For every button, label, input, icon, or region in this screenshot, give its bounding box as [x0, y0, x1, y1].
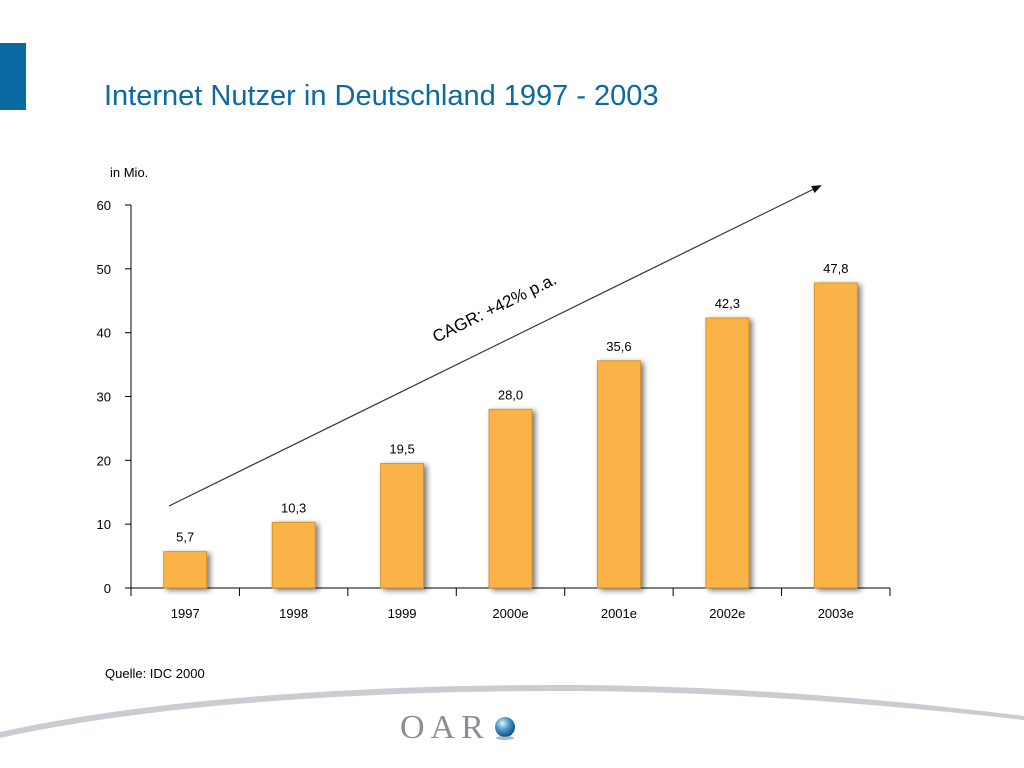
x-tick-label: 1998	[279, 606, 308, 621]
bar-value-label: 47,8	[823, 261, 848, 276]
bar-1999	[380, 463, 424, 589]
bars	[163, 282, 858, 589]
bar-2003e	[813, 282, 858, 589]
x-tick-label: 2001e	[601, 606, 637, 621]
y-tick-label: 0	[104, 581, 111, 596]
x-tick-label: 2000e	[492, 606, 528, 621]
y-axis: 0 10 20 30 40 50 60	[97, 198, 132, 596]
y-axis-unit-label: in Mio.	[110, 165, 148, 180]
x-tick-label: 1999	[388, 606, 417, 621]
bar-1997	[163, 551, 208, 589]
x-tick-label: 2002e	[709, 606, 745, 621]
y-tick-label: 50	[97, 262, 111, 277]
bar-value-label: 19,5	[389, 442, 414, 457]
footer-swoosh	[0, 685, 1024, 738]
globe-icon	[494, 717, 515, 740]
x-tick-label: 1997	[171, 606, 200, 621]
y-tick-label: 40	[97, 326, 111, 341]
y-tick-label: 10	[97, 517, 111, 532]
bar-value-label: 42,3	[715, 296, 740, 311]
cagr-annotation: CAGR: +42% p.a.	[430, 270, 560, 347]
bar-value-labels: 5,7 10,3 19,5 28,0 35,6 42,3 47,8	[176, 261, 848, 545]
logo-text: OAR	[400, 709, 490, 746]
slide-title: Internet Nutzer in Deutschland 1997 - 20…	[104, 80, 659, 112]
x-tick-label: 2003e	[818, 606, 854, 621]
y-tick-label: 20	[97, 453, 111, 468]
oar-logo: OAR	[400, 708, 518, 748]
bar-2001e	[597, 360, 641, 589]
cagr-trend-arrow	[168, 185, 822, 507]
bar-value-label: 5,7	[176, 530, 194, 545]
bar-chart: in Mio. 0 10 20 30 40 50 60 1997 1998 1999 2000e 2…	[97, 165, 891, 621]
source-note: Quelle: IDC 2000	[105, 666, 205, 681]
bar-1998	[271, 521, 316, 589]
y-tick-label: 60	[97, 198, 111, 213]
bar-value-label: 28,0	[498, 387, 523, 402]
y-tick-label: 30	[97, 390, 111, 405]
bar-2000e	[488, 408, 533, 589]
x-axis: 1997 1998 1999 2000e 2001e 2002e 2003e	[130, 587, 891, 621]
bar-value-label: 10,3	[281, 500, 306, 515]
bar-2002e	[705, 317, 750, 589]
bar-value-label: 35,6	[606, 339, 631, 354]
title-accent-bar	[0, 43, 26, 110]
